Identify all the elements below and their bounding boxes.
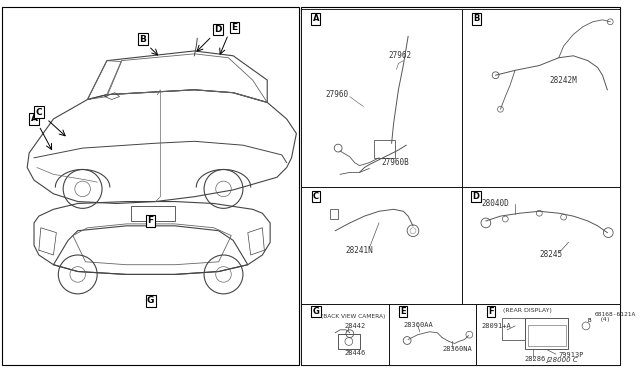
- Bar: [374, 140, 396, 158]
- Bar: [461, 187, 620, 304]
- Text: 28040D: 28040D: [481, 199, 509, 208]
- Text: G: G: [312, 307, 319, 316]
- Text: B: B: [140, 35, 147, 44]
- Bar: [525, 318, 568, 349]
- Bar: [388, 304, 476, 365]
- Text: C: C: [36, 108, 42, 117]
- Bar: [338, 334, 360, 349]
- Text: E: E: [401, 307, 406, 316]
- Text: E: E: [231, 23, 237, 32]
- Bar: [476, 304, 620, 365]
- Text: 28091+A: 28091+A: [481, 323, 511, 329]
- Bar: [301, 7, 620, 365]
- Text: D: D: [473, 192, 479, 201]
- Bar: [330, 209, 338, 219]
- Text: J28000 C: J28000 C: [547, 357, 578, 363]
- Text: 27960B: 27960B: [382, 158, 410, 167]
- Bar: [502, 318, 525, 340]
- Text: 28360AA: 28360AA: [403, 322, 433, 328]
- Text: 27962: 27962: [388, 51, 412, 60]
- Text: 08168-6121A: 08168-6121A: [595, 312, 636, 317]
- Text: 28242M: 28242M: [549, 76, 577, 84]
- Bar: [461, 9, 620, 187]
- Text: F: F: [488, 307, 493, 316]
- Text: (4): (4): [600, 317, 611, 322]
- Text: 28245: 28245: [540, 250, 563, 260]
- Text: C: C: [313, 192, 319, 201]
- Bar: [301, 9, 461, 187]
- Text: B: B: [587, 318, 591, 323]
- Text: B: B: [473, 15, 479, 23]
- Text: 28442: 28442: [345, 323, 366, 329]
- Text: A: A: [312, 15, 319, 23]
- Text: 79913P: 79913P: [559, 352, 584, 358]
- Text: 28446: 28446: [345, 350, 366, 356]
- Text: A: A: [31, 115, 38, 124]
- Bar: [527, 325, 566, 346]
- Text: F: F: [148, 217, 154, 225]
- Bar: [301, 304, 388, 365]
- Text: 27960: 27960: [326, 90, 349, 99]
- Text: 28360NA: 28360NA: [442, 346, 472, 352]
- Text: 28286: 28286: [525, 356, 546, 362]
- Text: (BACK VIEW CAMERA): (BACK VIEW CAMERA): [321, 314, 385, 319]
- Text: G: G: [147, 296, 154, 305]
- Bar: [2, 7, 300, 365]
- Text: 28241N: 28241N: [345, 246, 372, 255]
- Bar: [301, 187, 461, 304]
- Bar: [131, 206, 175, 221]
- Text: D: D: [214, 25, 221, 34]
- Text: (REAR DISPLAY): (REAR DISPLAY): [503, 308, 552, 313]
